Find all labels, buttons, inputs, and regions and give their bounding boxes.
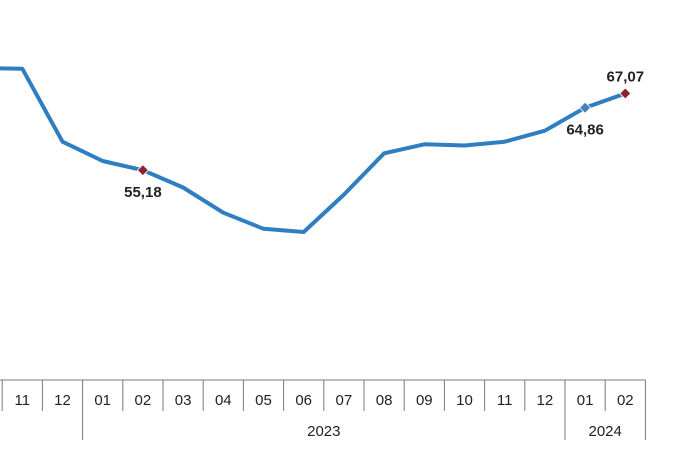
x-tick-label: 05 [255,392,272,409]
x-tick-label: 07 [336,392,353,409]
x-tick-label: 02 [135,392,152,409]
year-group-label: 2023 [307,423,340,440]
data-label: 67,07 [607,68,645,85]
x-tick-label: 01 [94,392,111,409]
x-tick-label: 03 [175,392,192,409]
x-tick-label: 12 [54,392,71,409]
x-tick-label: 04 [215,392,232,409]
x-tick-label: 06 [295,392,312,409]
data-label: 64,86 [566,122,604,139]
x-tick-label: 12 [537,392,554,409]
x-tick-label: 01 [577,392,594,409]
data-point-marker [579,101,592,114]
series-layer [0,66,628,234]
data-label-layer: 55,18 64,86 67,07 [124,68,644,201]
data-point-marker [136,164,149,177]
x-tick-label: 02 [617,392,634,409]
x-axis: 1011120102030405060708091011120102202320… [0,379,646,440]
data-point-marker [619,87,632,100]
x-tick-label: 09 [416,392,433,409]
data-label: 55,18 [124,184,162,201]
year-group-label: 2024 [589,423,622,440]
x-tick-label: 10 [456,392,473,409]
x-tick-label: 08 [376,392,393,409]
x-tick-label: 11 [15,392,31,409]
marker-layer [136,87,632,177]
x-tick-label: 11 [497,392,513,409]
series-line [0,66,628,234]
